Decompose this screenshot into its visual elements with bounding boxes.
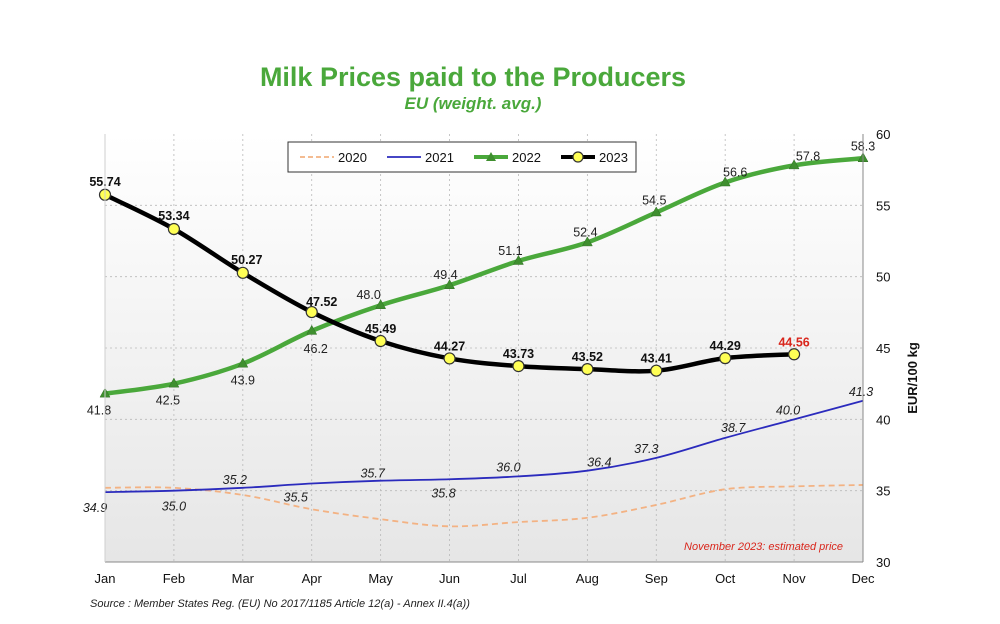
series-2021-data-label-dec: 41.3 (849, 385, 873, 399)
series-2023-data-label-jun: 44.27 (434, 339, 465, 353)
series-2023-data-label-mar: 50.27 (231, 253, 262, 267)
series-2022-marker-jul (513, 254, 524, 265)
series-2022-data-label-jul: 51.1 (498, 244, 522, 258)
series-2023-data-label-apr: 47.52 (306, 295, 337, 309)
series-2023-data-label-sep: 43.41 (641, 352, 672, 366)
series-2021-data-label-aug: 36.4 (587, 456, 611, 470)
series-2022-marker-nov (788, 159, 800, 170)
x-tick-label-apr: Apr (302, 571, 323, 586)
series-2023-marker-jun (443, 352, 456, 365)
chart-subtitle: EU (weight. avg.) (404, 94, 542, 113)
chart-title: Milk Prices paid to the Producers (259, 62, 687, 92)
estimated-price-note: November 2023: estimated price (684, 541, 843, 553)
x-tick-label-may: May (368, 571, 393, 586)
series-2023-marker-jul (512, 360, 525, 373)
y-tick-label-30: 30 (876, 555, 890, 570)
series-2021-data-label-jun: 35.8 (431, 486, 455, 500)
x-tick-label-mar: Mar (232, 571, 255, 586)
series-2023-data-label-may: 45.49 (365, 322, 396, 336)
series-2021-data-label-feb: 35.0 (162, 500, 186, 514)
legend-2021-label: 2021 (425, 150, 454, 165)
series-2022 (99, 152, 869, 398)
x-tick-label-sep: Sep (645, 571, 668, 586)
series-2023-data-label-oct: 44.29 (710, 339, 741, 353)
series-2022-data-label-jun: 49.4 (433, 268, 457, 282)
y-tick-label-55: 55 (876, 198, 890, 213)
series-2022-data-label-nov: 57.8 (796, 149, 820, 163)
x-tick-label-jun: Jun (439, 571, 460, 586)
y-axis-label: EUR/100 kg (905, 342, 920, 414)
series-2022-data-label-jan: 41.8 (87, 404, 111, 418)
series-2022-data-label-apr: 46.2 (304, 342, 328, 356)
series-2022-marker-mar (237, 357, 249, 368)
series-2022-marker-sep (650, 206, 662, 217)
series-2022-data-label-oct: 56.6 (723, 166, 747, 180)
x-tick-label-aug: Aug (576, 571, 599, 586)
series-2023-marker-may (374, 334, 387, 348)
x-tick-label-dec: Dec (851, 571, 875, 586)
series-2023-marker-mar (236, 266, 249, 279)
series-2022-marker-oct (719, 176, 731, 187)
y-tick-label-45: 45 (876, 341, 890, 356)
legend-2020-label: 2020 (338, 150, 367, 165)
series-2023-data-label-jul: 43.73 (503, 347, 534, 361)
x-tick-label-jul: Jul (510, 571, 527, 586)
series-2022-data-label-aug: 52.4 (573, 225, 597, 239)
legend: 2020 2021 2022 2023 (287, 141, 637, 173)
x-tick-label-jan: Jan (95, 571, 116, 586)
series-2022-data-label-mar: 43.9 (231, 374, 255, 388)
data-labels-layer: 34.9 35.0 35.2 35.5 35.7 35.8 36.0 36.4 37.3 38.7… (83, 139, 875, 515)
series-2023 (98, 188, 801, 377)
series-2021-data-label-jan: 34.9 (83, 501, 107, 515)
series-2021-line (104, 399, 864, 493)
x-tick-label-oct: Oct (715, 571, 736, 586)
series-2022-data-label-may: 48.0 (356, 288, 380, 302)
legend-2023-swatch-marker (572, 151, 584, 163)
series-2021 (104, 399, 864, 493)
series-2023-marker-nov (787, 348, 801, 361)
series-layer (98, 152, 869, 528)
series-2021-data-label-nov: 40.0 (776, 403, 800, 417)
series-2022-marker-may (375, 299, 387, 309)
y-tick-label-50: 50 (876, 270, 890, 285)
series-2023-data-label-nov: 44.56 (778, 335, 809, 349)
y-tick-label-40: 40 (876, 412, 890, 427)
legend-2022-label: 2022 (512, 150, 541, 165)
x-tick-label-feb: Feb (163, 571, 185, 586)
source-note: Source : Member States Reg. (EU) No 2017… (90, 598, 470, 610)
series-2022-data-label-sep: 54.5 (642, 193, 666, 207)
y-tick-label-60: 60 (876, 127, 890, 142)
series-2021-data-label-sep: 37.3 (634, 442, 658, 456)
series-2023-data-label-feb: 53.34 (158, 209, 189, 223)
series-2023-marker-aug (581, 363, 594, 376)
series-2023-data-label-aug: 43.52 (572, 350, 603, 364)
series-2023-marker-feb (167, 222, 181, 236)
series-2023-marker-oct (719, 352, 732, 365)
series-2021-data-label-apr: 35.5 (284, 491, 308, 505)
series-2022-marker-aug (581, 236, 593, 247)
series-2022-marker-feb (168, 377, 180, 388)
series-2023-marker-sep (650, 364, 663, 377)
series-2022-line (104, 156, 864, 396)
series-2022-marker-apr (306, 324, 318, 335)
series-2021-data-label-jul: 36.0 (496, 460, 520, 474)
series-2022-marker-jun (444, 279, 455, 289)
series-2021-data-label-may: 35.7 (360, 467, 385, 481)
legend-2022-swatch-marker (486, 152, 496, 161)
x-tick-label-nov: Nov (783, 571, 807, 586)
legend-2023-label: 2023 (599, 150, 628, 165)
series-2021-data-label-oct: 38.7 (721, 421, 746, 435)
y-tick-label-35: 35 (876, 484, 890, 499)
series-2020-line (104, 484, 864, 528)
series-2020 (104, 484, 864, 528)
plot-background (105, 134, 863, 562)
series-2021-data-label-mar: 35.2 (223, 473, 247, 487)
series-2023-marker-apr (305, 305, 318, 319)
series-2022-data-label-feb: 42.5 (156, 394, 180, 408)
